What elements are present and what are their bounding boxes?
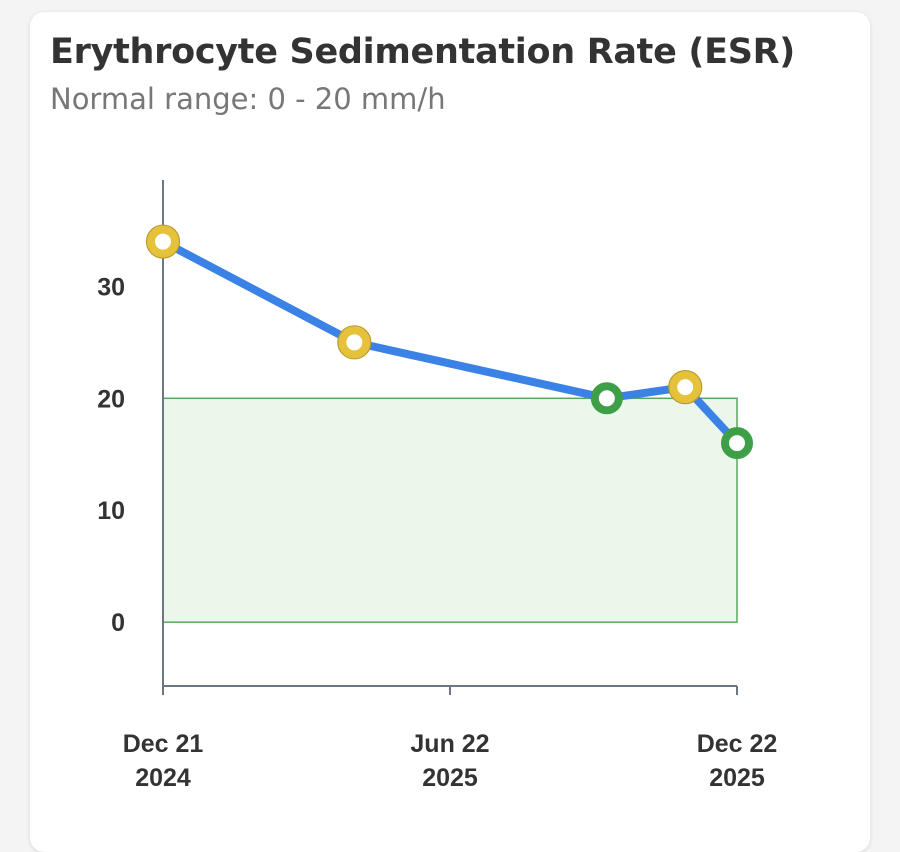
data-point-normal [721,427,753,460]
x-tick-year: 2024 [135,764,191,792]
data-point-high [147,225,179,258]
x-tick-label: Dec 21 [123,730,204,758]
data-point-outline [337,325,372,360]
data-point-high [338,326,371,359]
x-tick-label: Dec 22 [697,730,778,758]
y-tick-label: 0 [111,609,125,637]
y-tick-label: 20 [97,385,125,413]
data-point-normal [590,382,623,415]
y-tick-label: 10 [97,497,125,525]
normal-range-band [162,397,738,623]
data-point-high [669,371,702,404]
chart-subtitle: Normal range: 0 - 20 mm/h [50,82,446,116]
x-tick-year: 2025 [422,764,478,792]
y-tick-label: 30 [97,273,125,301]
chart-title: Erythrocyte Sedimentation Rate (ESR) [50,32,795,72]
data-point-outline [145,224,181,259]
x-tick-year: 2025 [709,764,765,792]
data-point-outline [668,370,703,405]
x-tick-label: Jun 22 [410,730,489,758]
